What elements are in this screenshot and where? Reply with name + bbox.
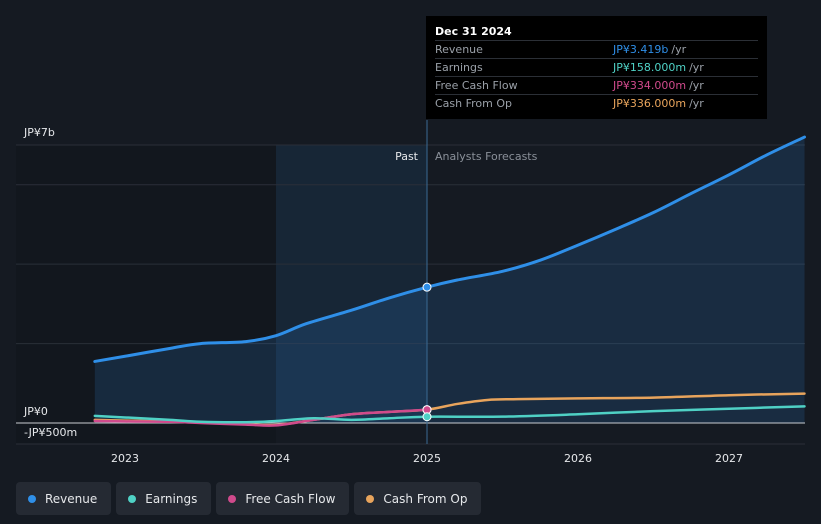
tooltip-label: Earnings [435,61,483,74]
legend-dot-icon [128,494,137,503]
tooltip-row-cash-from-op: Cash From Op JP¥336.000m /yr [435,94,758,112]
gridlines [16,144,805,445]
tooltip-value: JP¥158.000m [613,61,687,74]
x-tick-label: 2024 [262,452,290,465]
tooltip-label: Free Cash Flow [435,79,518,92]
tooltip-unit: /yr [689,97,704,110]
history-shade [16,145,276,444]
tooltip-date: Dec 31 2024 [435,25,512,38]
x-tick-label: 2026 [564,452,592,465]
tooltip-unit: /yr [689,79,704,92]
forecast-label: Analysts Forecasts [435,150,538,163]
series-lines [93,135,806,427]
tooltip-unit: /yr [671,43,687,56]
past-band [276,145,427,423]
tooltip-value: JP¥336.000m [613,97,687,110]
tooltip: Dec 31 2024 Revenue JP¥3.419b /yr Earnin… [426,16,767,119]
legend-item-free-cash-flow[interactable]: Free Cash Flow [216,482,350,515]
legend-item-revenue[interactable]: Revenue [16,482,112,515]
past-label: Past [395,150,419,163]
legend-item-earnings[interactable]: Earnings [116,482,212,515]
legend: Revenue Earnings Free Cash Flow Cash Fro… [16,482,482,515]
line-revenue [93,135,806,363]
tooltip-value: JP¥3.419b [613,43,669,56]
x-tick-label: 2023 [111,452,139,465]
legend-item-cash-from-op[interactable]: Cash From Op [354,482,482,515]
series-areas [94,137,805,424]
area-revenue [94,137,805,424]
legend-label: Earnings [145,491,198,506]
tooltip-value: JP¥334.000m [613,79,687,92]
tooltip-label: Revenue [435,43,483,56]
tooltip-unit: /yr [689,61,704,74]
tooltip-row-earnings: Earnings JP¥158.000m /yr [435,58,758,76]
legend-label: Cash From Op [383,491,468,506]
y-zero-label: JP¥0 [23,405,48,418]
line-free_cash_flow [93,408,429,427]
legend-dot-icon [28,494,36,503]
x-tick-label: 2027 [715,452,743,465]
financial-chart: JP¥7b JP¥0 -JP¥500m Past Analysts Foreca… [16,120,806,465]
x-axis-ticks: 2023 2024 2025 2026 2027 [111,452,743,465]
tooltip-row-free-cash-flow: Free Cash Flow JP¥334.000m /yr [435,76,758,94]
marker-revenue [422,282,432,292]
legend-label: Free Cash Flow [245,491,336,506]
legend-dot-icon [366,494,375,503]
legend-label: Revenue [45,491,98,506]
highlight-markers [422,282,432,422]
x-tick-label: 2025 [413,452,441,465]
legend-dot-icon [228,494,237,503]
y-top-label: JP¥7b [23,126,55,139]
y-bottom-label: -JP¥500m [24,426,77,439]
tooltip-row-revenue: Revenue JP¥3.419b /yr [435,40,758,58]
tooltip-label: Cash From Op [435,97,513,110]
line-earnings [93,405,806,424]
marker-earnings [422,412,432,422]
